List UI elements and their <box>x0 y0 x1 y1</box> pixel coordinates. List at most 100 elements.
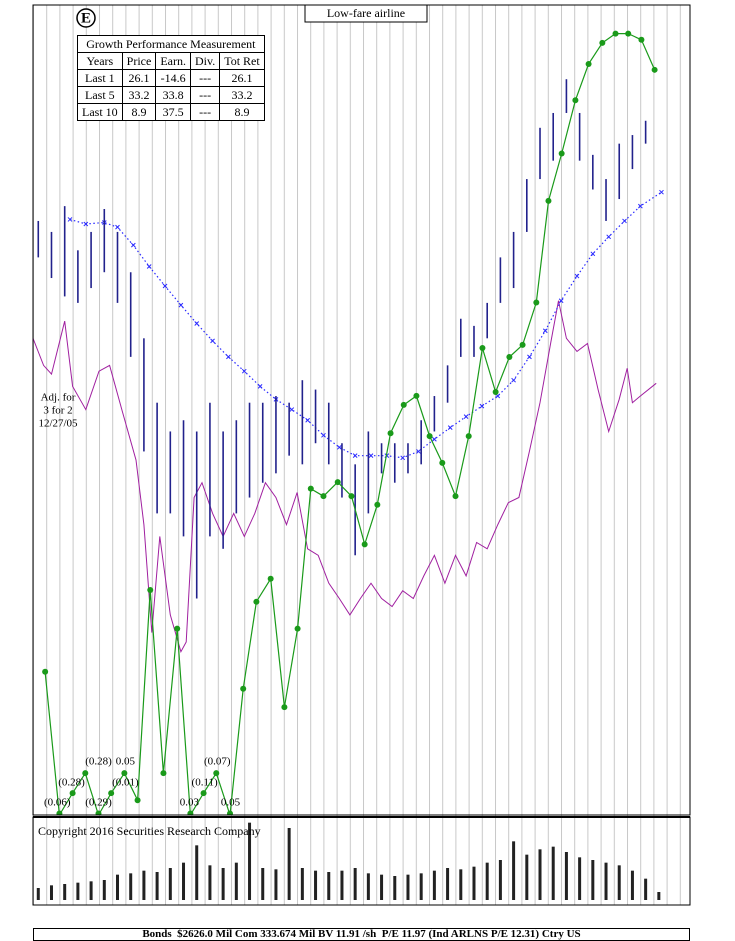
earnings-point <box>267 575 274 582</box>
moving-average-point <box>574 273 580 279</box>
volume-bar <box>36 888 40 900</box>
moving-average-point <box>590 251 596 257</box>
table-cell: 33.2 <box>219 86 265 104</box>
earnings-point <box>479 345 486 352</box>
volume-bar <box>63 884 67 900</box>
earnings-point <box>56 810 63 815</box>
logo-circle <box>76 8 96 28</box>
volume-bar <box>182 862 186 900</box>
volume-bar <box>498 860 502 900</box>
moving-average-point <box>463 414 469 419</box>
earnings-point <box>651 66 658 73</box>
table-cell: --- <box>189 69 221 87</box>
table-title: Growth Performance Measurement <box>77 35 265 53</box>
earnings-point <box>625 30 632 37</box>
volume-bar <box>657 892 661 900</box>
moving-average-point <box>659 189 664 195</box>
relative-strength-line <box>33 300 657 654</box>
volume-bar <box>208 865 212 900</box>
volume-bar <box>630 870 634 900</box>
moving-average-point <box>83 221 89 227</box>
moving-average-point <box>226 354 231 360</box>
volume-bar <box>406 874 410 900</box>
table-cell: Last 10 <box>77 103 123 121</box>
moving-average-point <box>622 218 627 224</box>
volume-bar <box>538 849 542 900</box>
eps-label: (0.01) <box>112 777 139 789</box>
title-box <box>304 4 428 23</box>
volume-bar <box>380 874 384 900</box>
earnings-point <box>187 810 194 815</box>
moving-average-point <box>321 432 326 438</box>
earnings-point <box>82 770 89 777</box>
earnings-point <box>134 797 141 804</box>
volume-plot <box>36 822 661 900</box>
volume-bar <box>142 870 146 900</box>
moving-average-point <box>416 449 421 454</box>
table-cell: 26.1 <box>121 69 157 87</box>
volume-bar <box>459 869 463 900</box>
earnings-point <box>253 598 260 605</box>
earnings-point <box>638 36 645 43</box>
moving-average-point <box>115 224 120 230</box>
earnings-point <box>121 770 128 777</box>
volume-bar <box>129 873 133 900</box>
volume-bar <box>551 846 555 900</box>
table-cell: Last 5 <box>77 86 123 104</box>
table-cell: 33.2 <box>121 86 157 104</box>
earnings-point <box>413 392 420 399</box>
footer: Bonds $2626.0 Mil Com 333.674 Mil BV 11.… <box>33 928 690 941</box>
earnings-point <box>200 790 207 797</box>
moving-average-line <box>69 191 662 459</box>
volume-bar <box>366 873 370 900</box>
table-cell: 37.5 <box>155 103 191 121</box>
volume-bar <box>591 860 595 900</box>
table-cell: 33.8 <box>155 86 191 104</box>
earnings-point <box>294 625 301 632</box>
moving-average-point <box>146 264 152 269</box>
earnings-point <box>374 501 381 508</box>
earnings-point <box>226 810 233 815</box>
earnings-point <box>240 685 247 692</box>
volume-bar <box>419 873 423 900</box>
volume-bar <box>287 828 291 900</box>
earnings-point <box>599 39 606 46</box>
earnings-point <box>213 770 220 777</box>
table-cell: --- <box>189 103 221 121</box>
earnings-point <box>558 150 565 157</box>
earnings-point <box>506 354 513 361</box>
table-cell: 8.9 <box>219 103 265 121</box>
moving-average-point <box>558 298 564 304</box>
volume-bar <box>314 870 318 900</box>
table-header: Tot Ret <box>219 52 265 70</box>
earnings-point <box>492 388 499 395</box>
volume-bar <box>300 868 304 900</box>
earnings-point <box>400 401 407 408</box>
table-cell: -14.6 <box>155 69 191 87</box>
earnings-point <box>307 485 314 492</box>
table-header: Price <box>121 52 157 70</box>
moving-average-point <box>606 234 612 240</box>
moving-average-point <box>527 354 532 360</box>
volume-bar <box>578 857 582 900</box>
split-note: 3 for 2 <box>43 405 72 417</box>
earnings-point <box>147 586 154 593</box>
table-cell: Last 1 <box>77 69 123 87</box>
eps-label: (0.11) <box>192 777 219 789</box>
earnings-point <box>160 770 167 777</box>
earnings-point <box>572 97 579 104</box>
logo: E <box>81 10 91 26</box>
eps-label: 0.05 <box>116 756 136 768</box>
moving-average-point <box>352 453 358 459</box>
moving-average-point <box>479 403 485 409</box>
volume-bar <box>261 868 265 900</box>
eps-label: (0.07) <box>204 756 231 768</box>
split-note: Adj. for <box>41 392 76 404</box>
volume-bar <box>340 870 344 900</box>
earnings-point <box>95 810 102 815</box>
volume-bar <box>644 878 648 900</box>
earnings-point <box>334 479 341 486</box>
moving-average-point <box>432 436 437 442</box>
volume-bar <box>446 868 450 900</box>
